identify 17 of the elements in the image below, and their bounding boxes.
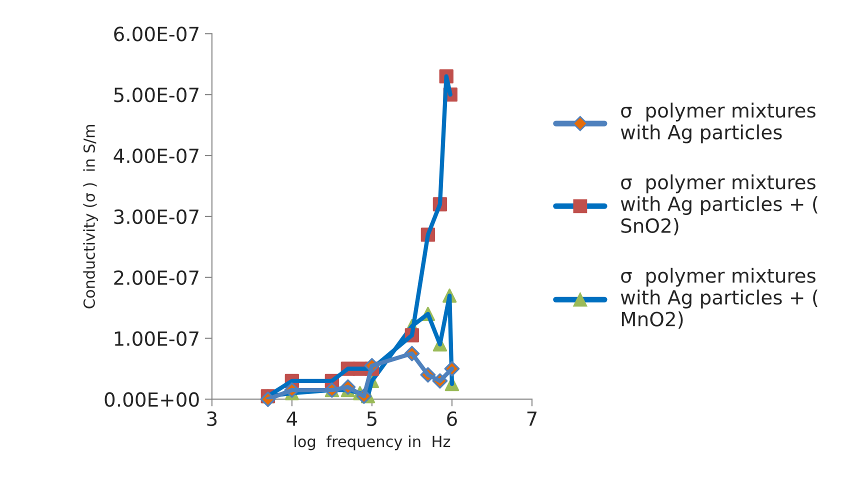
y-axis-title: Conductivity (σ ) in S/m bbox=[83, 124, 98, 308]
y-tick-label: 5.00E-07 bbox=[114, 88, 198, 102]
x-tick-label: 7 bbox=[527, 412, 536, 426]
y-tick-label: 3.00E-07 bbox=[114, 209, 198, 224]
legend-label: σ polymer mixtures with Ag particles + ( MnO2) bbox=[620, 268, 818, 329]
x-tick-label: 6 bbox=[447, 411, 457, 426]
y-tick-label: 4.00E-07 bbox=[114, 148, 198, 164]
x-tick-label: 4 bbox=[286, 412, 298, 426]
x-tick-label: 5 bbox=[367, 412, 376, 426]
legend-label: σ polymer mixtures with Ag particles bbox=[620, 102, 816, 144]
y-tick-label: 2.00E-07 bbox=[114, 270, 198, 286]
x-tick-label: 3 bbox=[207, 411, 217, 426]
legend-label: σ polymer mixtures with Ag particles + ( SnO2) bbox=[620, 174, 818, 236]
y-tick-label: 6.00E-07 bbox=[114, 26, 198, 42]
x-axis-title: log frequency in Hz bbox=[294, 435, 450, 450]
y-tick-label: 0.00E+00 bbox=[104, 392, 199, 407]
y-tick-label: 1.00E-07 bbox=[114, 331, 198, 346]
